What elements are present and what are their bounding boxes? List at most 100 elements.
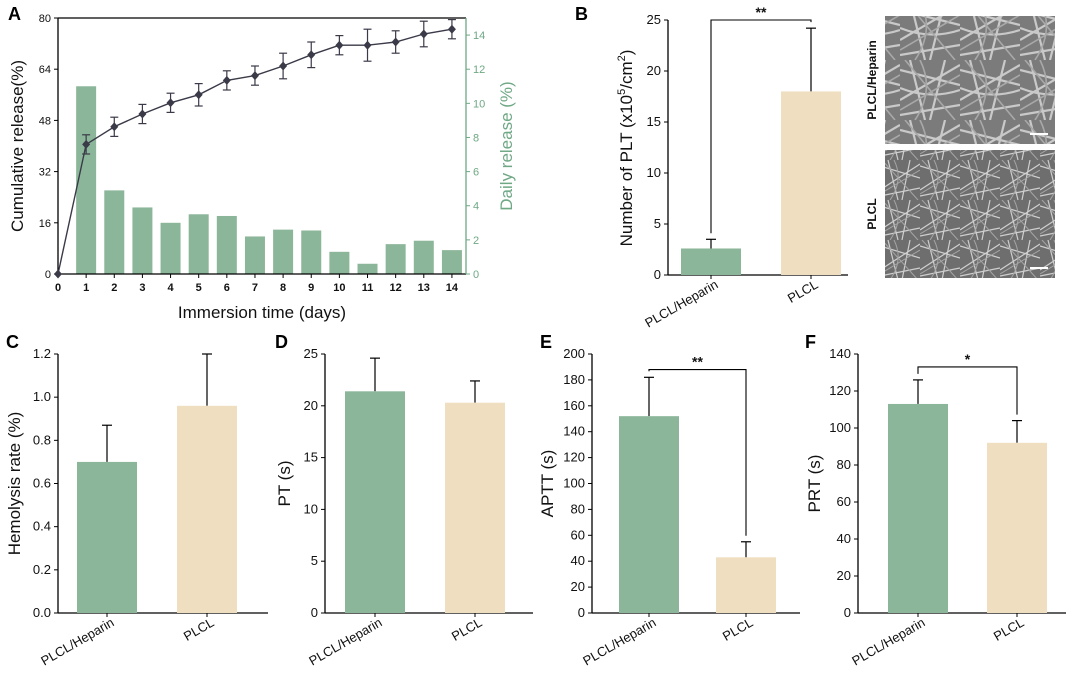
significance-marker: ** (692, 354, 703, 370)
y-tick-label: 10 (304, 501, 318, 516)
x-tick-label: 0 (55, 282, 61, 294)
y-tick-label: 0.8 (33, 432, 51, 447)
x-tick-label: PLCL/Heparin (306, 615, 384, 669)
panel-f-chart: 0 20 40 60 80 100 120 140 PLCL/Heparin PLCL * PRT (… (805, 346, 1066, 668)
x-tick-label: 3 (139, 282, 145, 294)
y-tick-label: 1.2 (33, 346, 51, 361)
daily-release-bar (413, 240, 434, 274)
y-tick-label-left: 0 (45, 269, 51, 281)
bar-plcl (445, 402, 505, 613)
sem-image-plcl (885, 150, 1055, 278)
y-tick-label: 80 (571, 501, 585, 516)
bar-plcl-heparin (345, 391, 405, 613)
cumulative-release-point (419, 29, 428, 39)
y-tick-label: 20 (647, 63, 661, 78)
x-tick-label: 7 (252, 282, 258, 294)
x-tick-label: 12 (390, 282, 402, 294)
y-tick-label: 0 (844, 605, 851, 620)
cumulative-release-point (391, 37, 400, 47)
y-tick-label: 0.6 (33, 476, 51, 491)
significance-bracket (710, 19, 812, 234)
daily-release-bar (357, 263, 378, 274)
y-axis-label-right: Daily release (%) (497, 81, 516, 210)
daily-release-bar (441, 250, 462, 274)
panel-label-a: A (8, 4, 21, 24)
y-tick-label: 120 (829, 383, 851, 398)
y-tick-label: 20 (304, 398, 318, 413)
panel-label-c: C (6, 332, 19, 352)
sem-label-plcl: PLCL (865, 198, 879, 229)
y-tick-label: 10 (647, 165, 661, 180)
x-tick-label: 11 (362, 282, 374, 294)
x-tick-label: PLCL (449, 615, 485, 644)
cumulative-release-point (335, 40, 344, 50)
bar-plcl-heparin (77, 461, 137, 613)
y-tick-label: 60 (837, 494, 851, 509)
daily-release-bar (76, 86, 97, 275)
panel-d-chart: 0 5 10 15 20 25 PLCL/Heparin PLCL PT (s) (275, 346, 533, 668)
y-tick-label: 140 (829, 346, 851, 361)
sem-image-plcl-heparin (885, 16, 1055, 144)
y-tick-label: 0 (578, 605, 585, 620)
y-tick-label: 25 (647, 12, 661, 27)
daily-release-bar (385, 244, 406, 274)
y-axis-label-part: /cm (617, 61, 636, 88)
cumulative-release-point (166, 98, 175, 108)
y-tick-label: 160 (563, 398, 585, 413)
daily-release-bar (132, 207, 153, 274)
y-tick-label: 200 (563, 346, 585, 361)
cumulative-release-point (138, 109, 147, 119)
cumulative-release-point (250, 71, 259, 81)
panel-label-b: B (575, 4, 588, 24)
y-axis-label: Number of PLT (x105/cm2) (616, 50, 636, 247)
x-tick-label: PLCL (991, 615, 1027, 644)
cumulative-release-point (279, 61, 288, 71)
panel-e-chart: 0 20 40 60 80 100 120 140 160 180 200 PLCL/Heparin P… (538, 346, 800, 668)
y-tick-label-right: 12 (473, 64, 485, 76)
y-tick-label: 80 (837, 457, 851, 472)
y-tick-label: 180 (563, 372, 585, 387)
x-tick-label: 10 (333, 282, 345, 294)
y-tick-label-left: 64 (39, 64, 51, 76)
significance-bracket (648, 368, 747, 536)
cumulative-release-point (54, 269, 62, 279)
x-tick-label: 13 (418, 282, 430, 294)
y-tick-label-right: 2 (473, 235, 479, 247)
panel-label-d: D (275, 332, 288, 352)
x-tick-label: PLCL/Heparin (580, 615, 658, 669)
x-tick-label: 2 (111, 282, 117, 294)
bar-plcl-heparin (681, 248, 741, 275)
y-tick-label-right: 14 (473, 30, 485, 42)
x-tick-label: 1 (83, 282, 89, 294)
y-axis-label-part: ) (617, 50, 636, 56)
bar-plcl (781, 91, 841, 276)
x-tick-label: PLCL (785, 277, 821, 306)
cumulative-release-point (307, 50, 316, 60)
y-tick-label: 0.4 (33, 519, 51, 534)
bar-plcl (716, 557, 776, 613)
y-tick-label: 25 (304, 346, 318, 361)
y-tick-label: 40 (837, 531, 851, 546)
daily-release-bar (273, 229, 294, 274)
y-tick-label: 5 (311, 553, 318, 568)
y-tick-label: 0 (654, 267, 661, 282)
y-tick-label: 15 (647, 114, 661, 129)
daily-release-bar (244, 236, 265, 274)
panel-label-e: E (540, 332, 552, 352)
x-tick-label: PLCL/Heparin (38, 615, 116, 669)
daily-release-bar (188, 214, 209, 274)
y-tick-label: 20 (571, 579, 585, 594)
y-tick-label: 20 (837, 568, 851, 583)
y-tick-label: 120 (563, 450, 585, 465)
bar-plcl (987, 442, 1047, 613)
y-tick-label: 60 (571, 527, 585, 542)
significance-marker: ** (756, 4, 767, 20)
x-tick-label: 9 (308, 282, 314, 294)
bar-plcl-heparin (888, 403, 948, 613)
panel-c-chart: 0.0 0.2 0.4 0.6 0.8 1.0 1.2 PLCL/Heparin PLCL Hem… (5, 346, 268, 668)
x-tick-label: 8 (280, 282, 286, 294)
cumulative-release-point (82, 139, 91, 149)
